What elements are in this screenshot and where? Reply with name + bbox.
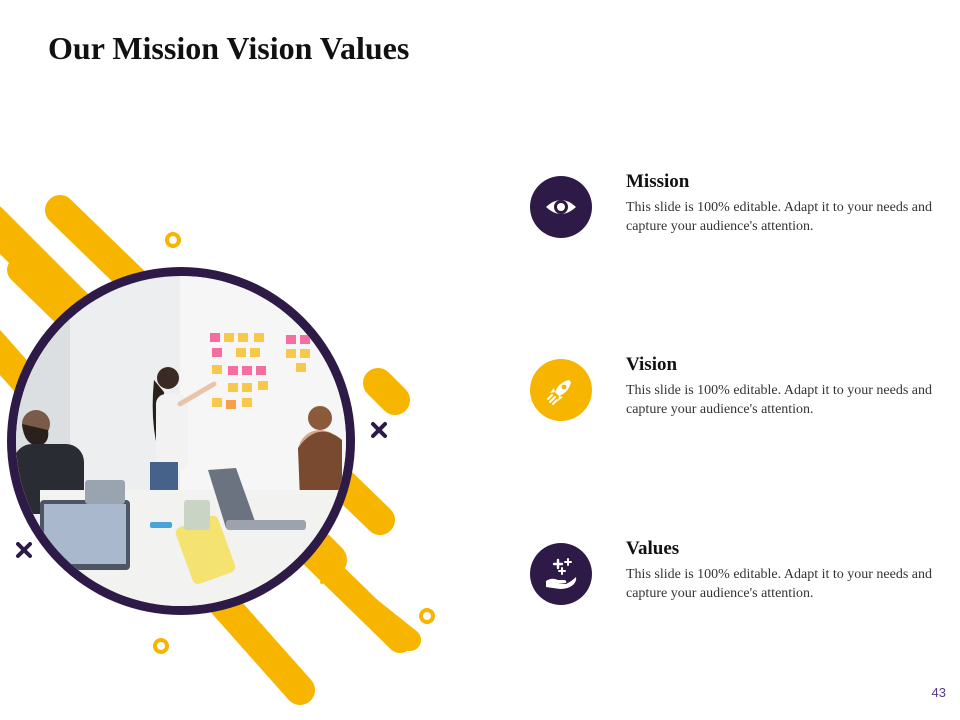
laptops bbox=[40, 468, 306, 570]
plant-pot bbox=[184, 500, 210, 530]
eye-icon bbox=[546, 200, 576, 214]
values-item: Values This slide is 100% editable. Adap… bbox=[530, 538, 950, 623]
decorative-rings bbox=[153, 232, 435, 654]
blurred-notepad bbox=[175, 515, 236, 585]
page-number: 43 bbox=[931, 685, 946, 700]
values-icon-circle bbox=[530, 543, 592, 605]
page-title: Our Mission Vision Values bbox=[48, 30, 410, 66]
photo-circle bbox=[7, 267, 355, 615]
sticky-notes bbox=[210, 333, 310, 409]
mission-item: Mission This slide is 100% editable. Ada… bbox=[530, 171, 950, 256]
vision-item: Vision This slide is 100% editable. Adap… bbox=[530, 354, 950, 439]
mission-description: This slide is 100% editable. Adapt it to… bbox=[626, 200, 933, 234]
hand-sparkle-icon bbox=[546, 558, 577, 589]
values-heading: Values bbox=[626, 538, 680, 559]
rocket-icon bbox=[547, 380, 571, 405]
vision-icon-circle bbox=[530, 359, 592, 421]
mission-heading: Mission bbox=[626, 171, 690, 192]
blurred-person bbox=[298, 406, 342, 500]
vision-heading: Vision bbox=[626, 354, 678, 375]
mission-icon-circle bbox=[530, 176, 592, 238]
vision-description: This slide is 100% editable. Adapt it to… bbox=[626, 383, 933, 417]
decorative-crosses bbox=[16, 422, 387, 584]
values-description: This slide is 100% editable. Adapt it to… bbox=[626, 567, 933, 601]
